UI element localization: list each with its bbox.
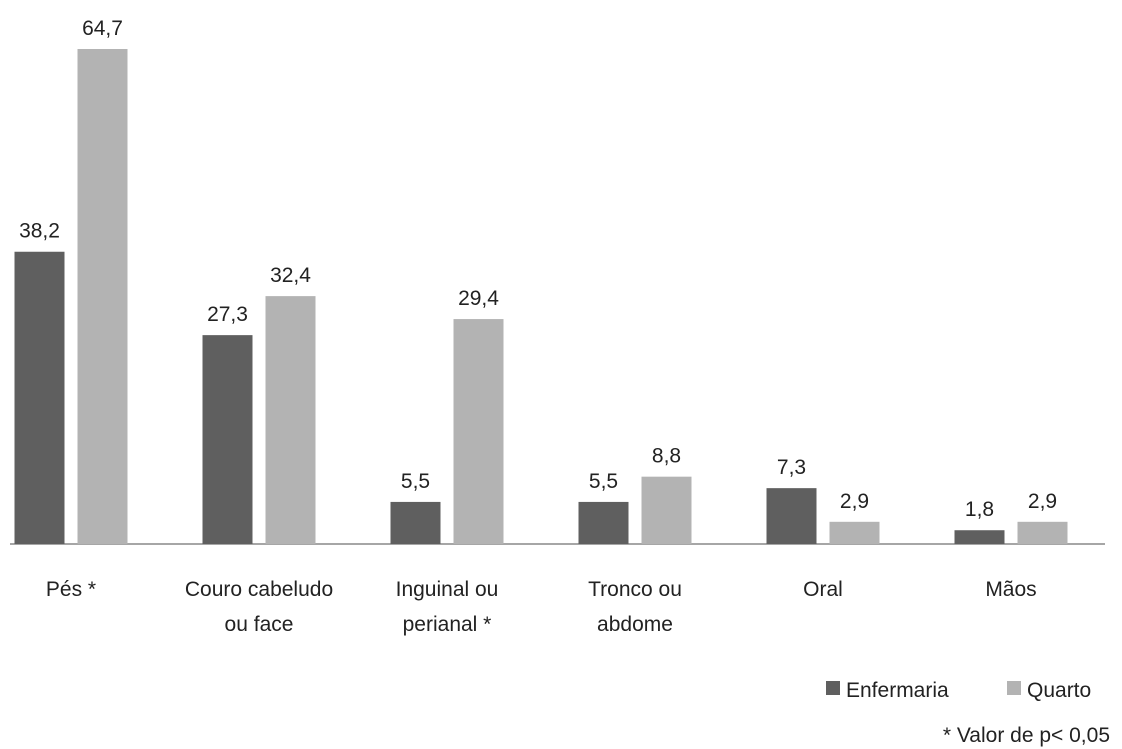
- data-label: 29,4: [458, 287, 499, 310]
- x-tick-label: Oral: [803, 578, 843, 601]
- data-label: 7,3: [777, 456, 806, 479]
- data-label: 27,3: [207, 303, 248, 326]
- footnote: * Valor de p< 0,05: [943, 724, 1110, 747]
- x-tick-label: Pés *: [45, 578, 97, 601]
- data-label: 5,5: [401, 470, 430, 493]
- legend-label: Enfermaria: [846, 679, 949, 702]
- bar: [453, 319, 504, 544]
- data-label: 1,8: [965, 498, 994, 521]
- x-tick-label: Couro cabeludo ou face: [184, 578, 334, 636]
- bar: [766, 488, 817, 544]
- bar: [390, 501, 441, 544]
- x-tick-label: Mãos: [985, 578, 1037, 601]
- bar: [829, 521, 880, 544]
- legend-label: Quarto: [1027, 679, 1091, 702]
- data-label: 64,7: [82, 17, 123, 40]
- bar: [1017, 521, 1068, 544]
- data-label: 5,5: [589, 470, 618, 493]
- bar: [641, 476, 692, 544]
- data-label: 32,4: [270, 264, 311, 287]
- bar: [202, 335, 253, 544]
- bar: [954, 530, 1005, 544]
- legend-swatch: [1007, 681, 1021, 695]
- x-tick-label: Tronco ou abdome: [588, 578, 682, 636]
- bar: [77, 49, 128, 544]
- bar: [265, 296, 316, 544]
- bar: [14, 251, 65, 544]
- data-label: 2,9: [1028, 490, 1057, 513]
- data-label: 8,8: [652, 445, 681, 468]
- legend-swatch: [826, 681, 840, 695]
- bar: [578, 501, 629, 544]
- x-tick-label: Inguinal ou perianal *: [395, 578, 499, 636]
- data-label: 38,2: [19, 220, 60, 243]
- data-label: 2,9: [840, 490, 869, 513]
